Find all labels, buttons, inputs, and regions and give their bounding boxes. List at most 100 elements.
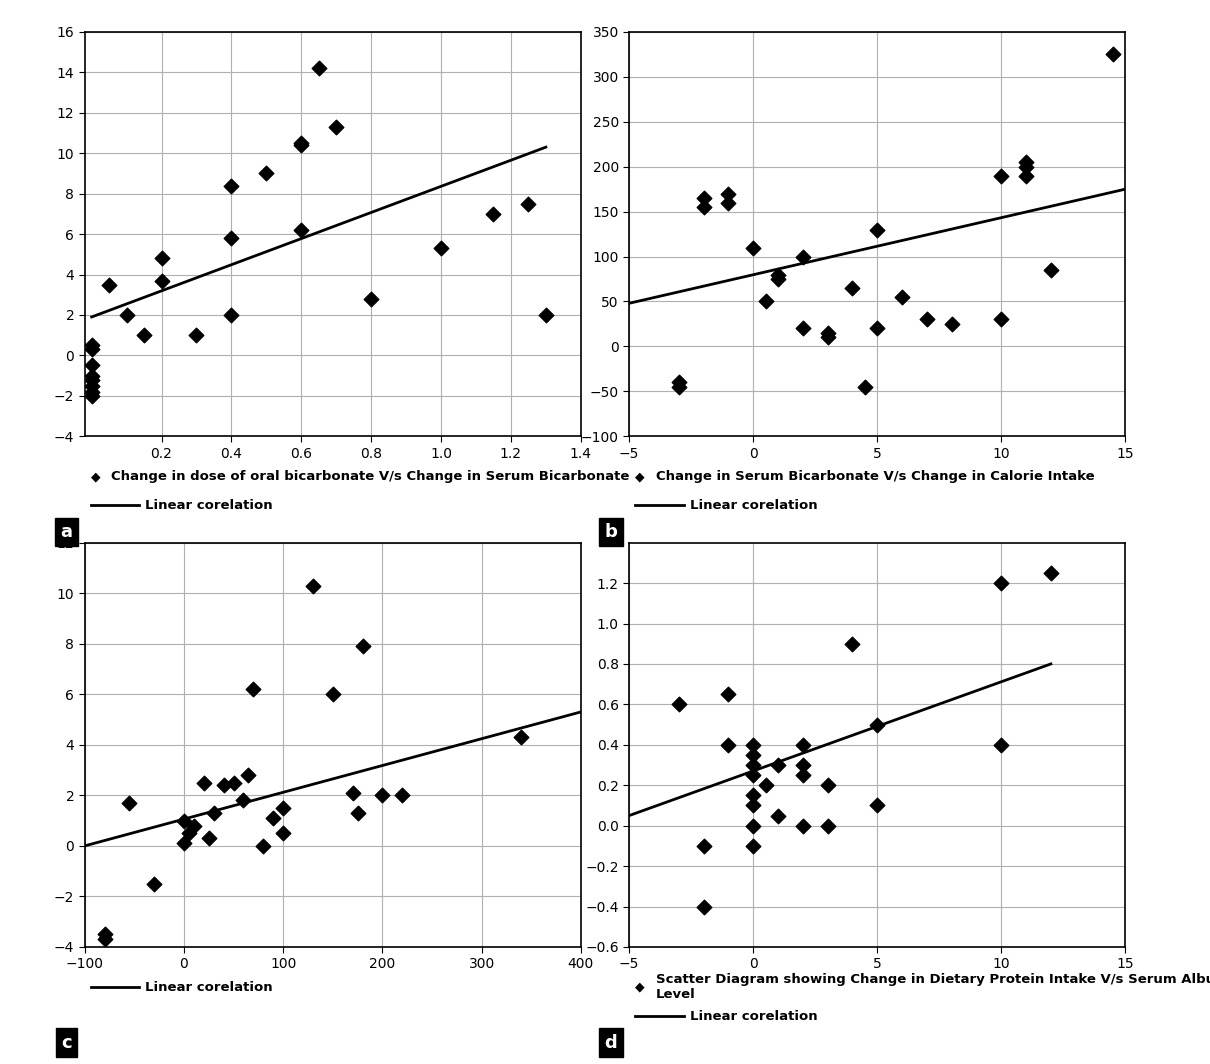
Point bbox=[292, 136, 311, 153]
Text: ◆: ◆ bbox=[635, 981, 645, 994]
Point bbox=[1016, 167, 1036, 184]
Point bbox=[243, 681, 263, 698]
Text: Scatter Diagram showing Change in Dietary Protein Intake V/s Serum Albumin
Level: Scatter Diagram showing Change in Dietar… bbox=[656, 974, 1210, 1001]
Point bbox=[756, 777, 776, 794]
Point bbox=[695, 837, 714, 854]
Point bbox=[719, 194, 738, 211]
Text: b: b bbox=[605, 523, 617, 541]
Text: Change in Serum Bicarbonate V/s Change in Calorie Intake: Change in Serum Bicarbonate V/s Change i… bbox=[656, 470, 1095, 483]
Point bbox=[842, 280, 862, 297]
Point bbox=[144, 876, 163, 893]
Point bbox=[186, 327, 206, 344]
Point bbox=[392, 787, 411, 804]
Text: c: c bbox=[62, 1034, 71, 1051]
Point bbox=[221, 306, 241, 323]
Point bbox=[273, 799, 293, 816]
Point bbox=[818, 817, 837, 834]
Point bbox=[743, 837, 764, 854]
Point bbox=[719, 185, 738, 202]
Point bbox=[768, 757, 788, 774]
Point bbox=[743, 239, 764, 256]
Text: ◆: ◆ bbox=[635, 470, 645, 483]
Text: Linear corelation: Linear corelation bbox=[145, 499, 272, 512]
Point bbox=[756, 293, 776, 310]
Point bbox=[120, 795, 139, 812]
Point bbox=[855, 379, 875, 396]
Text: d: d bbox=[605, 1034, 617, 1051]
Point bbox=[82, 377, 102, 394]
Point bbox=[794, 817, 813, 834]
Point bbox=[214, 777, 234, 794]
Point bbox=[768, 807, 788, 824]
Point bbox=[327, 118, 346, 135]
Point bbox=[992, 311, 1012, 328]
Point bbox=[264, 810, 283, 827]
Point bbox=[234, 792, 253, 809]
Point bbox=[695, 199, 714, 216]
Point bbox=[82, 367, 102, 384]
Point bbox=[82, 371, 102, 388]
Text: Linear corelation: Linear corelation bbox=[690, 1010, 817, 1023]
Point bbox=[221, 177, 241, 194]
Point bbox=[743, 797, 764, 814]
Point bbox=[353, 637, 373, 654]
Point bbox=[719, 686, 738, 703]
Point bbox=[292, 221, 311, 238]
Point bbox=[1041, 564, 1060, 581]
Point bbox=[94, 931, 114, 948]
Point bbox=[743, 757, 764, 774]
Text: Change in dose of oral bicarbonate V/s Change in Serum Bicarbonate: Change in dose of oral bicarbonate V/s C… bbox=[111, 470, 629, 483]
Text: ◆: ◆ bbox=[91, 470, 100, 483]
Text: a: a bbox=[60, 523, 73, 541]
Point bbox=[868, 797, 887, 814]
Point bbox=[893, 288, 912, 305]
Point bbox=[348, 804, 368, 821]
Point bbox=[273, 825, 293, 842]
Point bbox=[842, 635, 862, 652]
Point bbox=[82, 387, 102, 404]
Point bbox=[484, 205, 503, 222]
Point bbox=[669, 379, 688, 396]
Point bbox=[992, 575, 1012, 592]
Point bbox=[743, 736, 764, 753]
Point bbox=[695, 898, 714, 915]
Point bbox=[257, 165, 276, 182]
Point bbox=[304, 577, 323, 594]
Point bbox=[818, 777, 837, 794]
Point bbox=[695, 189, 714, 206]
Point bbox=[743, 747, 764, 764]
Text: Linear corelation: Linear corelation bbox=[690, 499, 817, 512]
Point bbox=[94, 926, 114, 943]
Point bbox=[669, 373, 688, 390]
Point bbox=[152, 272, 172, 289]
Point bbox=[204, 804, 224, 821]
Point bbox=[868, 716, 887, 733]
Point bbox=[669, 696, 688, 713]
Point bbox=[719, 736, 738, 753]
Point bbox=[768, 266, 788, 283]
Point bbox=[221, 230, 241, 247]
Point bbox=[179, 825, 198, 842]
Point bbox=[198, 830, 219, 847]
Point bbox=[536, 306, 555, 323]
Point bbox=[323, 686, 342, 703]
Point bbox=[519, 196, 538, 213]
Point bbox=[1016, 159, 1036, 176]
Point bbox=[868, 320, 887, 337]
Point bbox=[134, 327, 154, 344]
Point bbox=[1104, 46, 1123, 63]
Point bbox=[254, 837, 273, 854]
Point bbox=[362, 290, 381, 307]
Point bbox=[174, 812, 194, 829]
Point bbox=[432, 239, 451, 256]
Point bbox=[818, 325, 837, 342]
Point bbox=[768, 270, 788, 287]
Point bbox=[917, 311, 937, 328]
Point bbox=[794, 757, 813, 774]
Text: Linear corelation: Linear corelation bbox=[145, 981, 272, 994]
Point bbox=[992, 736, 1012, 753]
Point bbox=[794, 320, 813, 337]
Point bbox=[743, 766, 764, 783]
Point bbox=[794, 736, 813, 753]
Point bbox=[373, 787, 392, 804]
